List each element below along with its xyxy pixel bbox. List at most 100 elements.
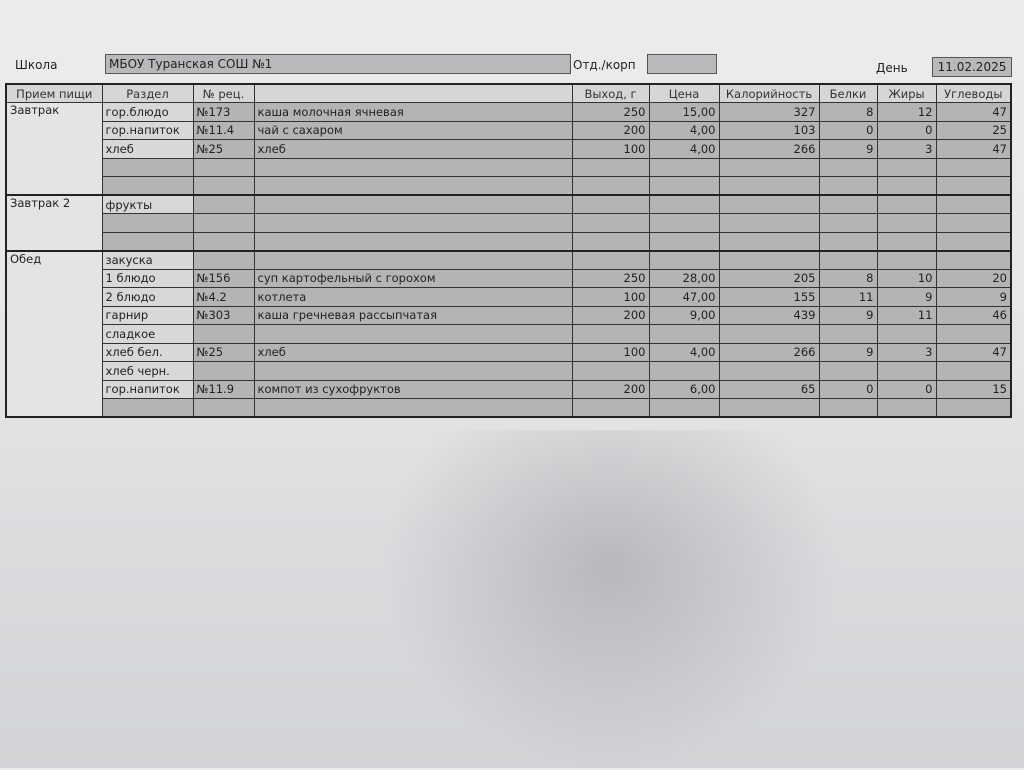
cell-calories[interactable] [718, 194, 820, 214]
cell-protein[interactable]: 11 [818, 287, 878, 307]
cell-yield[interactable] [571, 398, 650, 418]
cell-carbs[interactable] [935, 231, 1012, 252]
cell-carbs[interactable]: 15 [935, 379, 1012, 399]
cell-dish[interactable]: котлета [253, 287, 573, 307]
cell-price[interactable] [648, 213, 720, 233]
cell-section[interactable]: хлеб черн. [101, 361, 194, 381]
cell-fat[interactable] [876, 157, 937, 177]
cell-yield[interactable] [571, 194, 650, 214]
cell-protein[interactable] [818, 176, 878, 196]
cell-fat[interactable] [876, 194, 937, 214]
cell-section[interactable] [101, 213, 194, 233]
cell-recipe[interactable]: №11.9 [192, 379, 255, 399]
cell-yield[interactable]: 200 [571, 120, 650, 140]
cell-dish[interactable]: каша гречневая рассыпчатая [253, 305, 573, 325]
cell-fat[interactable]: 11 [876, 305, 937, 325]
cell-fat[interactable]: 3 [876, 139, 937, 159]
cell-recipe[interactable]: №25 [192, 139, 255, 159]
cell-dish[interactable] [253, 361, 573, 381]
cell-protein[interactable] [818, 250, 878, 270]
cell-price[interactable]: 4,00 [648, 120, 720, 140]
cell-fat[interactable]: 9 [876, 287, 937, 307]
cell-protein[interactable]: 9 [818, 305, 878, 325]
cell-carbs[interactable] [935, 194, 1012, 214]
cell-section[interactable]: гор.напиток [101, 120, 194, 140]
cell-calories[interactable]: 205 [718, 268, 820, 288]
cell-recipe[interactable]: №4.2 [192, 287, 255, 307]
cell-yield[interactable]: 200 [571, 379, 650, 399]
cell-protein[interactable]: 8 [818, 102, 878, 122]
cell-fat[interactable] [876, 250, 937, 270]
cell-yield[interactable] [571, 361, 650, 381]
cell-dish[interactable] [253, 324, 573, 344]
cell-price[interactable] [648, 250, 720, 270]
cell-recipe[interactable]: №25 [192, 342, 255, 362]
cell-recipe[interactable] [192, 324, 255, 344]
cell-dish[interactable] [253, 176, 573, 196]
cell-calories[interactable] [718, 250, 820, 270]
cell-section[interactable]: 2 блюдо [101, 287, 194, 307]
cell-dish[interactable]: суп картофельный с горохом [253, 268, 573, 288]
cell-dish[interactable] [253, 398, 573, 418]
cell-fat[interactable]: 0 [876, 379, 937, 399]
cell-yield[interactable]: 100 [571, 139, 650, 159]
cell-carbs[interactable]: 9 [935, 287, 1012, 307]
cell-price[interactable] [648, 361, 720, 381]
cell-yield[interactable]: 250 [571, 102, 650, 122]
cell-carbs[interactable]: 47 [935, 102, 1012, 122]
cell-price[interactable]: 4,00 [648, 342, 720, 362]
dept-field[interactable] [647, 54, 717, 74]
cell-calories[interactable]: 65 [718, 379, 820, 399]
cell-recipe[interactable]: №156 [192, 268, 255, 288]
cell-yield[interactable] [571, 213, 650, 233]
cell-price[interactable]: 9,00 [648, 305, 720, 325]
cell-calories[interactable]: 266 [718, 139, 820, 159]
cell-yield[interactable]: 200 [571, 305, 650, 325]
cell-dish[interactable] [253, 157, 573, 177]
cell-dish[interactable] [253, 194, 573, 214]
cell-carbs[interactable] [935, 324, 1012, 344]
cell-recipe[interactable] [192, 194, 255, 214]
cell-calories[interactable]: 103 [718, 120, 820, 140]
cell-section[interactable]: закуска [101, 250, 194, 270]
cell-dish[interactable]: хлеб [253, 342, 573, 362]
cell-calories[interactable] [718, 157, 820, 177]
cell-recipe[interactable]: №303 [192, 305, 255, 325]
cell-protein[interactable]: 9 [818, 139, 878, 159]
cell-recipe[interactable]: №11.4 [192, 120, 255, 140]
cell-protein[interactable] [818, 231, 878, 252]
cell-fat[interactable]: 0 [876, 120, 937, 140]
cell-recipe[interactable] [192, 213, 255, 233]
cell-fat[interactable] [876, 231, 937, 252]
cell-price[interactable] [648, 194, 720, 214]
cell-price[interactable]: 15,00 [648, 102, 720, 122]
cell-fat[interactable]: 12 [876, 102, 937, 122]
cell-fat[interactable] [876, 176, 937, 196]
cell-dish[interactable]: хлеб [253, 139, 573, 159]
cell-section[interactable]: гор.блюдо [101, 102, 194, 122]
cell-section[interactable] [101, 157, 194, 177]
cell-section[interactable]: хлеб бел. [101, 342, 194, 362]
cell-yield[interactable]: 100 [571, 287, 650, 307]
cell-section[interactable] [101, 176, 194, 196]
cell-protein[interactable]: 0 [818, 379, 878, 399]
cell-carbs[interactable] [935, 213, 1012, 233]
cell-carbs[interactable]: 47 [935, 139, 1012, 159]
date-field[interactable]: 11.02.2025 [932, 57, 1012, 77]
cell-calories[interactable] [718, 213, 820, 233]
cell-protein[interactable] [818, 324, 878, 344]
cell-recipe[interactable] [192, 176, 255, 196]
cell-price[interactable] [648, 231, 720, 252]
cell-dish[interactable] [253, 213, 573, 233]
cell-yield[interactable] [571, 176, 650, 196]
cell-carbs[interactable] [935, 157, 1012, 177]
cell-price[interactable]: 6,00 [648, 379, 720, 399]
cell-fat[interactable] [876, 361, 937, 381]
cell-section[interactable] [101, 231, 194, 252]
cell-fat[interactable] [876, 324, 937, 344]
cell-price[interactable] [648, 157, 720, 177]
cell-carbs[interactable] [935, 361, 1012, 381]
cell-protein[interactable] [818, 157, 878, 177]
cell-price[interactable] [648, 324, 720, 344]
cell-protein[interactable] [818, 194, 878, 214]
